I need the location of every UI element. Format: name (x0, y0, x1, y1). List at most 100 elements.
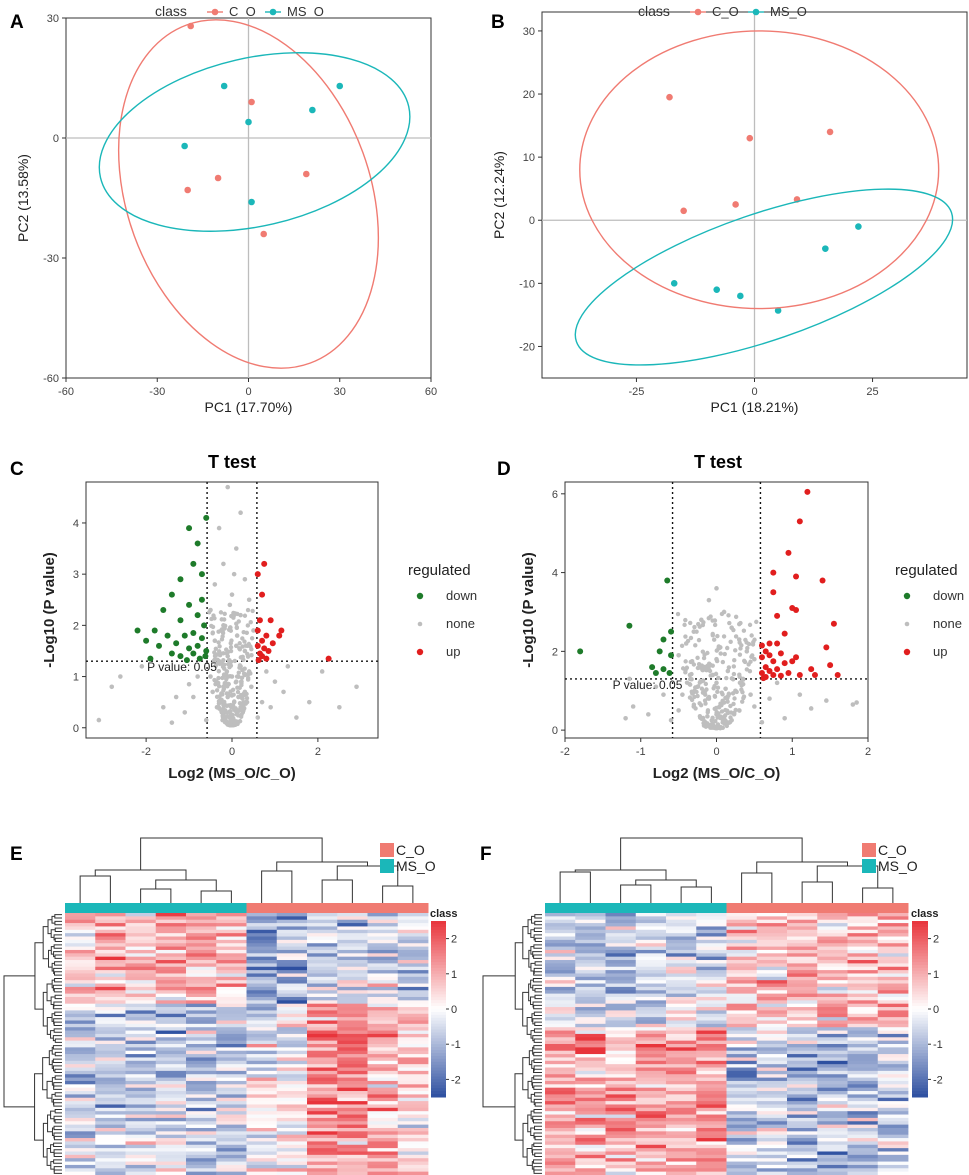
heatmap-cell (787, 949, 818, 954)
heatmap-cell (817, 923, 848, 927)
heatmap-cell (666, 1151, 697, 1156)
data-point-up (263, 655, 270, 662)
heatmap-cell (726, 1091, 758, 1095)
x-tick-label: -30 (149, 386, 165, 398)
heatmap-cell (877, 1148, 909, 1152)
heatmap-cell (65, 1111, 96, 1115)
data-point-up (770, 589, 777, 596)
heatmap-cell (186, 1101, 217, 1105)
heatmap-cell (216, 1121, 247, 1126)
legend-label: none (933, 616, 962, 631)
y-tick-label: 0 (529, 215, 535, 227)
heatmap-cell (726, 1087, 758, 1092)
heatmap-cell (817, 1164, 848, 1169)
heatmap-cell (726, 1138, 758, 1142)
data-point-none (251, 628, 256, 633)
heatmap-cell (397, 1111, 429, 1115)
colorbar-segment (912, 1041, 928, 1045)
heatmap-cell (276, 929, 308, 934)
heatmap-cell (696, 1131, 727, 1136)
heatmap-cell (545, 1158, 576, 1162)
heatmap-cell (246, 966, 278, 971)
heatmap-cell (545, 1054, 576, 1058)
heatmap-cell (186, 919, 217, 924)
heatmap-cell (337, 1013, 368, 1018)
data-point-none (718, 651, 723, 656)
heatmap-cell (367, 970, 399, 974)
heatmap-cell (575, 1074, 606, 1078)
heatmap-cell (877, 1033, 909, 1038)
heatmap-cell (186, 1020, 217, 1025)
heatmap-cell (216, 1020, 247, 1025)
data-point-down (190, 630, 197, 637)
heatmap-cell (635, 993, 667, 998)
heatmap-cell (605, 1138, 637, 1142)
heatmap-cell (95, 1074, 126, 1078)
colorbar-segment (431, 1032, 446, 1036)
heatmap-cell (696, 1097, 727, 1102)
heatmap-cell (216, 1080, 247, 1085)
heatmap-cell (756, 1020, 788, 1025)
legend-label: MS_O (287, 4, 324, 19)
heatmap-cell (756, 1107, 788, 1112)
heatmap-cell (575, 919, 606, 924)
heatmap-cell (696, 1057, 727, 1062)
heatmap-cell (635, 1054, 667, 1058)
heatmap-cell (276, 1064, 308, 1068)
heatmap-cell (726, 1007, 758, 1011)
data-point-up (774, 640, 781, 647)
heatmap-cell (666, 946, 697, 951)
heatmap-cell (817, 1030, 848, 1035)
heatmap-cell (337, 1127, 368, 1132)
heatmap-cell (847, 1037, 879, 1042)
data-point-down (143, 637, 150, 644)
dendrogram-branch (54, 1038, 62, 1043)
panel-label: C (10, 459, 24, 480)
class-annotation-cell (367, 903, 399, 913)
x-tick-label: -2 (560, 746, 570, 758)
dendrogram-branch (532, 951, 542, 958)
heatmap-cell (605, 1007, 637, 1011)
data-point-none (220, 709, 225, 715)
data-point-none (709, 721, 715, 727)
heatmap-cell (847, 1097, 879, 1102)
heatmap-cell (726, 1023, 758, 1028)
heatmap-cell (635, 1134, 667, 1139)
heatmap-cell (726, 1027, 758, 1031)
heatmap-cell (575, 916, 606, 921)
dendrogram-branch (51, 1013, 55, 1022)
dendrogram-branch (533, 1004, 542, 1010)
heatmap-cell (877, 970, 909, 974)
heatmap-cell (276, 1010, 308, 1015)
heatmap-cell (216, 1131, 247, 1136)
heatmap-cell (95, 1077, 126, 1082)
y-axis-label: -Log10 (P value) (41, 552, 58, 668)
heatmap-cell (125, 1171, 157, 1175)
heatmap-cell (155, 919, 187, 924)
heatmap-cell (216, 1067, 247, 1072)
heatmap-cell (246, 936, 278, 941)
heatmap-cell (787, 1151, 818, 1156)
heatmap-cell (125, 943, 157, 947)
heatmap-cell (726, 963, 758, 968)
heatmap-cell (186, 936, 217, 941)
colorbar-segment (912, 994, 928, 998)
heatmap-cell (95, 1158, 126, 1162)
heatmap-cell (95, 1050, 126, 1055)
data-point-none (751, 639, 756, 645)
colorbar-segment (431, 1000, 446, 1004)
colorbar-segment (912, 962, 928, 966)
heatmap-cell (397, 990, 429, 995)
data-point-none (684, 680, 690, 685)
colorbar-title: class (911, 908, 939, 920)
data-point-down (194, 612, 201, 619)
dendrogram-branch (94, 869, 187, 880)
data-point-none (731, 671, 737, 677)
heatmap-cell (186, 939, 217, 944)
dendrogram-branch (3, 975, 35, 1108)
dendrogram-branch (48, 949, 53, 968)
data-point-none (233, 680, 238, 685)
heatmap-cell (726, 1010, 758, 1015)
colorbar-segment (912, 1061, 928, 1066)
